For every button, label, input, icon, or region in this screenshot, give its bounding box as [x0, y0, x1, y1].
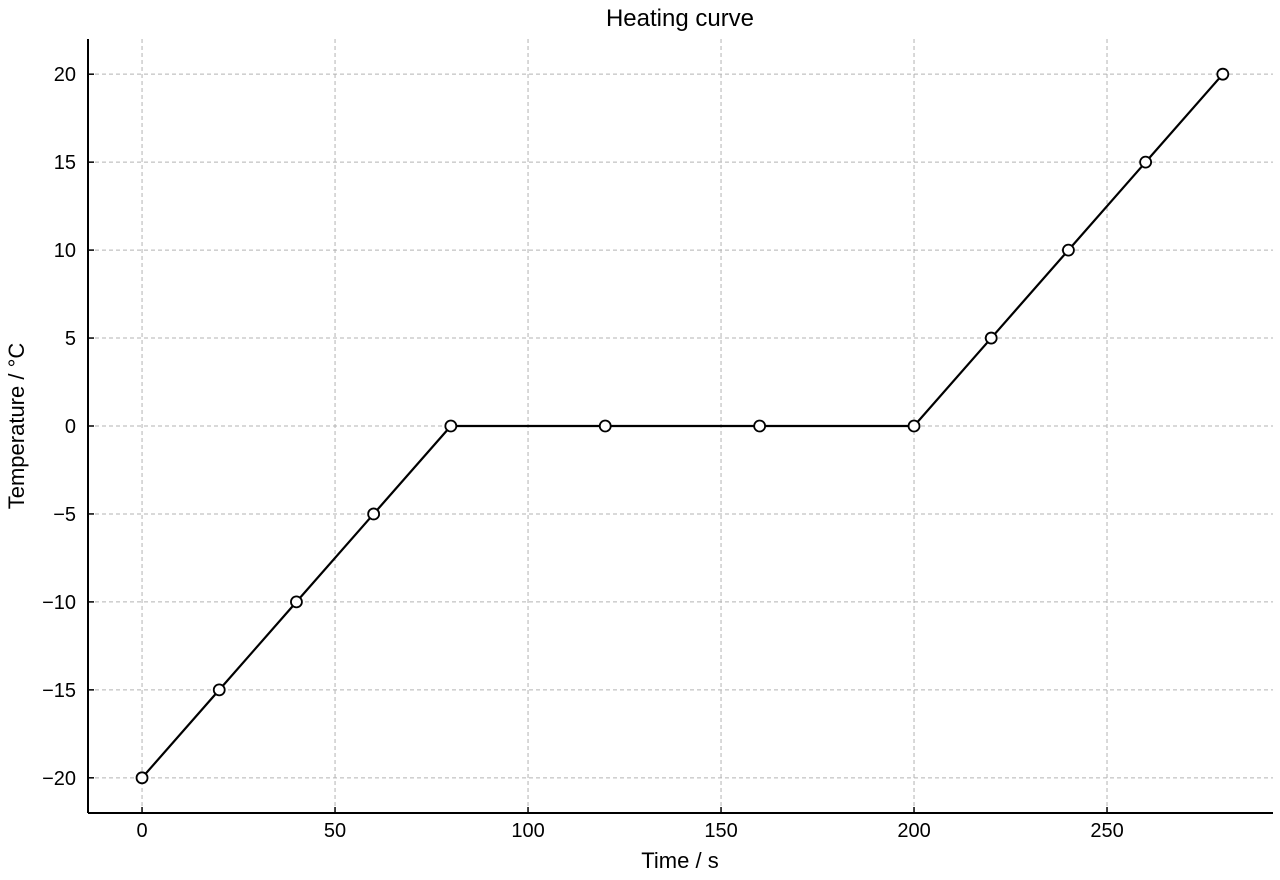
- data-point-marker: [367, 507, 381, 521]
- series-layer: [135, 67, 1230, 785]
- y-tick-label: 5: [65, 328, 76, 350]
- y-axis-title: Temperature / °C: [4, 343, 29, 510]
- x-tick-label: 150: [704, 820, 737, 842]
- data-point-marker: [907, 419, 921, 433]
- y-axis-ticks: −20 −15 −10 −5 0 5 10 15 20: [42, 64, 94, 790]
- series-line: [141, 73, 1224, 779]
- data-point-marker: [1216, 67, 1230, 81]
- data-point-marker: [1062, 243, 1075, 257]
- y-tick-label: 10: [54, 240, 76, 262]
- chart-title: Heating curve: [606, 5, 754, 32]
- y-tick-label: −5: [53, 504, 76, 526]
- y-tick-label: 20: [54, 64, 76, 86]
- data-point-marker: [135, 771, 149, 785]
- data-point-marker: [753, 419, 767, 433]
- x-tick-label: 50: [324, 820, 346, 842]
- data-point-marker: [1139, 155, 1153, 169]
- data-point-marker: [444, 419, 458, 433]
- data-point-marker: [984, 331, 998, 345]
- y-tick-label: −10: [42, 592, 76, 614]
- data-point-marker: [212, 683, 226, 697]
- y-tick-label: 15: [54, 152, 76, 174]
- x-tick-label: 0: [136, 820, 147, 842]
- data-point-marker: [290, 595, 303, 609]
- y-tick-label: 0: [65, 416, 76, 438]
- x-axis-title: Time / s: [641, 848, 718, 873]
- x-tick-label: 100: [511, 820, 544, 842]
- x-tick-label: 200: [897, 820, 930, 842]
- y-tick-label: −20: [42, 768, 76, 790]
- data-point-marker: [598, 419, 612, 433]
- x-tick-label: 250: [1090, 820, 1123, 842]
- y-tick-label: −15: [42, 680, 76, 702]
- x-axis-ticks: 0 50 100 150 200 250: [136, 807, 1124, 842]
